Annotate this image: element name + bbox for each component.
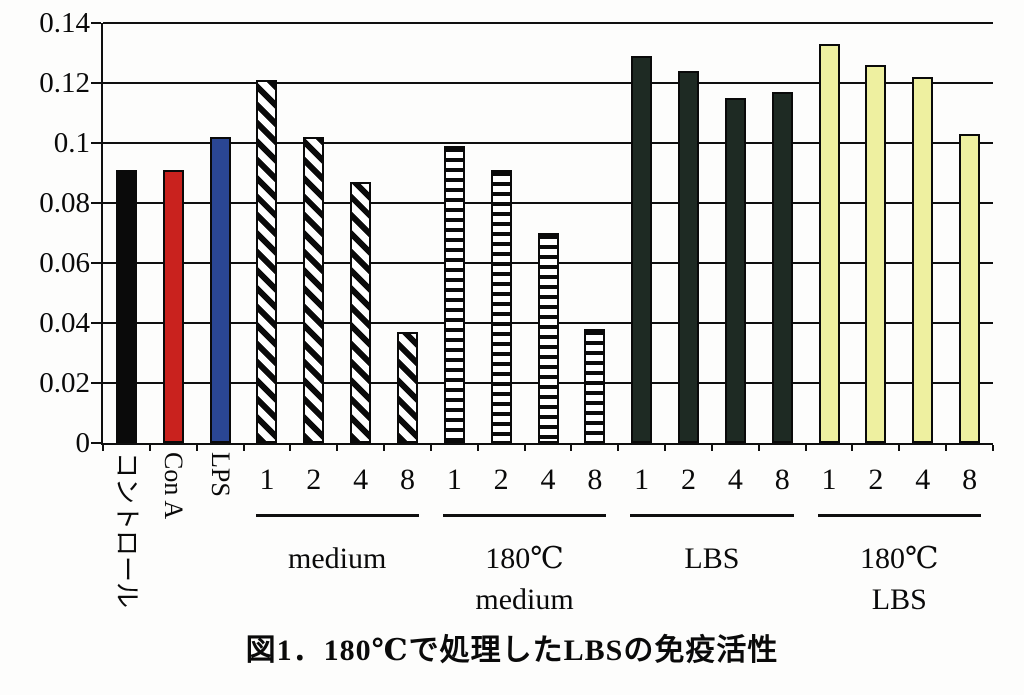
y-axis-tick (91, 142, 101, 144)
bar-LBS-4 (724, 98, 746, 443)
group-label-line: 180℃ (485, 542, 564, 575)
gridline (103, 142, 993, 144)
y-axis-tick (91, 262, 101, 264)
x-label-dose: 1 (634, 463, 650, 496)
bar-medium-8 (396, 332, 418, 443)
bar-medium-4 (350, 182, 372, 443)
bar-180℃-medium-4 (537, 233, 559, 443)
x-label-dose: 2 (681, 463, 697, 496)
x-axis-tick (898, 445, 901, 451)
x-axis-tick (336, 445, 339, 451)
x-label-dose: 4 (540, 463, 556, 496)
chart-title: 図1．180℃で処理したLBSの免疫活性 (245, 634, 779, 667)
y-axis-tick-label: 0 (75, 427, 91, 459)
x-axis-line (101, 443, 993, 445)
group-underline (817, 514, 981, 517)
group-label-line: LBS (871, 583, 927, 616)
y-axis-tick-label: 0.08 (39, 187, 90, 219)
y-axis-tick-label: 0.02 (39, 367, 90, 399)
x-axis-tick (945, 445, 948, 451)
bar-180℃-LBS-8 (959, 134, 981, 443)
x-axis-tick (992, 445, 994, 451)
group-underline (442, 514, 607, 517)
x-label-dose: 1 (821, 463, 837, 496)
x-axis-tick (664, 445, 667, 451)
x-label-dose: 1 (446, 463, 462, 496)
y-axis-tick (91, 202, 101, 204)
gridline (103, 202, 993, 204)
group-label-line: medium (288, 542, 387, 575)
y-axis-tick (91, 82, 101, 84)
x-axis-tick (242, 445, 245, 451)
bar-コントロール (115, 170, 137, 443)
bar-medium-1 (256, 80, 278, 443)
bar-medium-2 (303, 137, 325, 443)
bar-180℃-LBS-1 (818, 44, 840, 443)
y-axis-tick-label: 0.14 (39, 7, 90, 39)
bar-180℃-medium-2 (490, 170, 512, 443)
group-label: LBS (630, 538, 793, 579)
x-axis-tick (804, 445, 807, 451)
bar-180℃-medium-1 (443, 146, 465, 443)
gridline (103, 22, 993, 24)
group-label-line: LBS (684, 542, 740, 575)
y-axis-tick (91, 322, 101, 324)
x-axis-tick (523, 445, 526, 451)
x-axis-tick (289, 445, 292, 451)
x-label-dose: 1 (259, 463, 275, 496)
x-axis-tick (617, 445, 620, 451)
y-axis-tick (91, 382, 101, 384)
x-axis-tick (102, 445, 104, 451)
x-label-dose: 4 (915, 463, 931, 496)
y-axis-tick (91, 442, 101, 444)
bar-180℃-LBS-4 (912, 77, 934, 443)
x-axis-tick (195, 445, 198, 451)
x-label-dose: 2 (493, 463, 509, 496)
bar-LBS-1 (631, 56, 653, 443)
y-axis-tick-label: 0.06 (39, 247, 90, 279)
x-axis-tick (757, 445, 760, 451)
group-label-line: 180℃ (860, 542, 939, 575)
bar-LBS-8 (771, 92, 793, 443)
x-label-dose: 2 (306, 463, 322, 496)
x-label-dose: 8 (399, 463, 415, 496)
x-label-dose: 2 (868, 463, 884, 496)
x-label-dose: 4 (727, 463, 743, 496)
y-axis-tick-label: 0.1 (53, 127, 90, 159)
group-underline (630, 514, 794, 517)
x-label-dose: 8 (962, 463, 978, 496)
x-axis-tick (476, 445, 479, 451)
y-axis-tick-label: 0.04 (39, 307, 90, 339)
x-label-Con A: Con A (159, 452, 189, 520)
x-label-コントロール: コントロール (112, 452, 142, 609)
x-axis-tick (851, 445, 854, 451)
bar-LBS-2 (678, 71, 700, 443)
bar-180℃-medium-8 (584, 329, 606, 443)
group-underline (255, 514, 419, 517)
bar-Con A (162, 170, 184, 443)
y-axis-tick (91, 22, 101, 24)
bar-LPS (209, 137, 231, 443)
x-label-LPS: LPS (206, 452, 236, 497)
group-label: 180℃ medium (443, 538, 606, 620)
bar-180℃-LBS-2 (865, 65, 887, 443)
y-axis-tick-label: 0.12 (39, 67, 90, 99)
x-axis-tick (148, 445, 151, 451)
x-label-dose: 8 (774, 463, 790, 496)
group-label: 180℃ LBS (818, 538, 981, 620)
x-axis-tick (383, 445, 386, 451)
x-axis-tick (429, 445, 432, 451)
x-label-dose: 8 (587, 463, 603, 496)
group-label-line: medium (475, 583, 574, 616)
x-label-dose: 4 (353, 463, 369, 496)
gridline (103, 82, 993, 84)
y-axis-line (101, 23, 103, 445)
group-label: medium (256, 538, 419, 579)
x-axis-tick (710, 445, 713, 451)
x-axis-tick (570, 445, 573, 451)
